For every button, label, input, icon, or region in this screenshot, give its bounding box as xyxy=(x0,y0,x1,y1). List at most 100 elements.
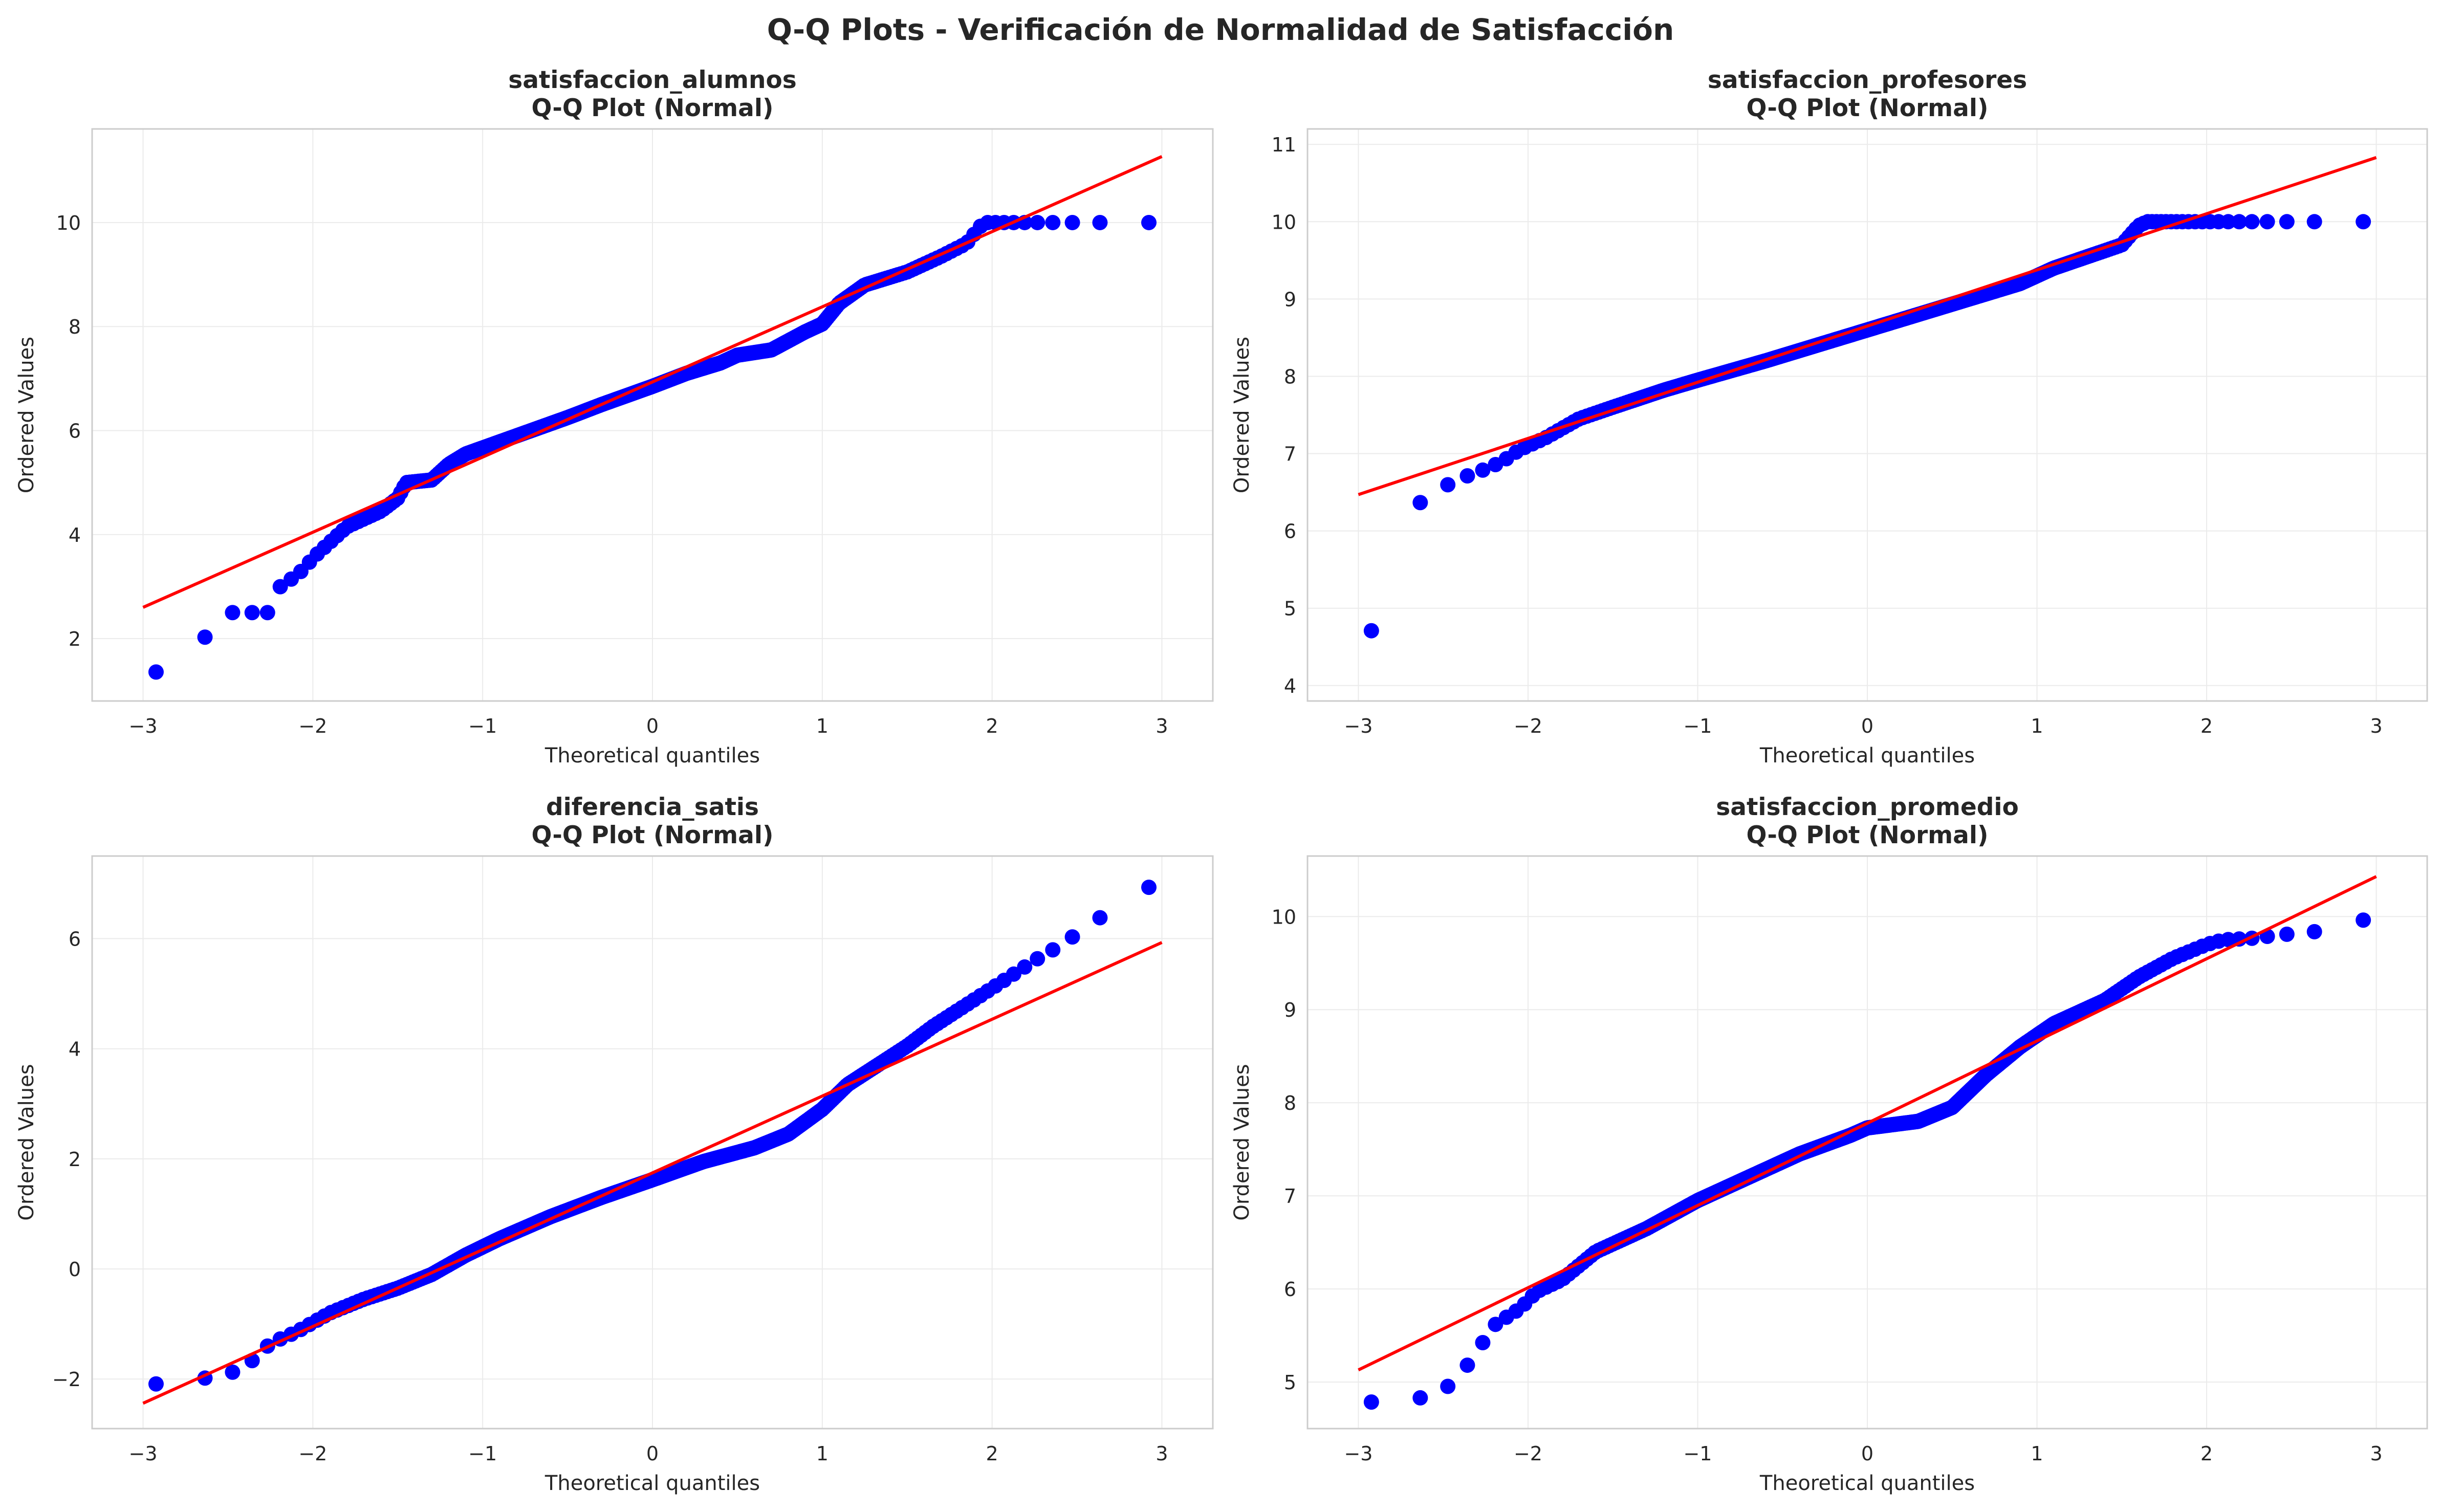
data-point xyxy=(1475,462,1491,478)
x-tick-label: −3 xyxy=(1344,715,1372,737)
data-point xyxy=(1412,495,1428,511)
y-tick-label: 9 xyxy=(1284,999,1296,1021)
data-point xyxy=(1459,468,1475,484)
y-tick-label: 4 xyxy=(69,524,81,546)
x-tick-label: −1 xyxy=(1683,1442,1712,1465)
fit-line xyxy=(1358,156,2377,496)
data-point xyxy=(148,1376,164,1392)
data-point xyxy=(259,605,275,621)
x-tick-label: 0 xyxy=(646,1442,659,1465)
grid-lines xyxy=(92,129,1213,701)
x-tick-label: 3 xyxy=(1156,715,1168,737)
panel-subtitle: Q-Q Plot (Normal) xyxy=(532,94,774,122)
panel-title: satisfaccion_profesores xyxy=(1708,66,2027,94)
y-axis-label: Ordered Values xyxy=(1230,1064,1254,1220)
data-points xyxy=(1363,912,2371,1410)
x-tick-label: −3 xyxy=(129,715,158,737)
panel-subtitle: Q-Q Plot (Normal) xyxy=(1747,94,1989,122)
fit-line xyxy=(142,941,1163,1405)
data-point xyxy=(2279,214,2295,230)
x-tick-label: 2 xyxy=(986,715,998,737)
y-tick-label: 10 xyxy=(1272,211,1296,233)
grid-lines xyxy=(92,856,1213,1429)
data-point xyxy=(1045,214,1061,230)
data-points xyxy=(148,880,1157,1392)
x-tick-label: 1 xyxy=(2031,1442,2043,1465)
y-tick-label: 8 xyxy=(1284,365,1296,388)
y-axis-label: Ordered Values xyxy=(15,1064,38,1220)
qq-panel-4: −3 −2 −1 0 1 2 3 5 6 7 8 9 10 satisfaccion_promedioQ-… xyxy=(1230,793,2428,1495)
data-point xyxy=(1412,1390,1428,1406)
x-tick-label: 1 xyxy=(816,1442,829,1465)
qq-panel-1: −3 −2 −1 0 1 2 3 2 4 6 8 10 satisfaccion_alumnosQ-Q … xyxy=(15,66,1214,768)
x-axis-label: Theoretical quantiles xyxy=(544,744,760,768)
y-tick-label: 6 xyxy=(69,420,81,442)
y-tick-label: 8 xyxy=(69,316,81,338)
x-tick-label: 0 xyxy=(646,715,659,737)
axes-frame xyxy=(1306,855,2428,1430)
data-point xyxy=(225,605,241,621)
x-tick-label: 3 xyxy=(2370,1442,2382,1465)
x-tick-label: 2 xyxy=(2200,715,2213,737)
data-point xyxy=(2231,214,2247,230)
data-point xyxy=(1092,910,1108,926)
x-tick-label: −2 xyxy=(298,715,327,737)
data-point xyxy=(2220,214,2236,230)
data-point xyxy=(2279,926,2295,942)
data-point xyxy=(2356,214,2371,230)
fit-line xyxy=(142,155,1163,609)
data-point xyxy=(2220,932,2236,948)
y-tick-label: 9 xyxy=(1284,288,1296,311)
x-tick-label: −1 xyxy=(468,1442,497,1465)
y-tick-label: 10 xyxy=(1272,906,1296,928)
data-point xyxy=(148,664,164,680)
x-tick-label: −1 xyxy=(468,715,497,737)
data-point xyxy=(1092,214,1108,230)
data-point xyxy=(1440,477,1456,493)
data-point xyxy=(1459,1357,1475,1373)
y-tick-label: 4 xyxy=(1284,675,1296,697)
y-tick-label: 7 xyxy=(1284,443,1296,466)
x-tick-label: 2 xyxy=(2200,1442,2213,1465)
axes-frame xyxy=(91,855,1214,1430)
x-tick-label: −2 xyxy=(1514,1442,1542,1465)
x-tick-label: −3 xyxy=(129,1442,158,1465)
grid-lines xyxy=(1307,856,2427,1429)
y-tick-label: 10 xyxy=(56,212,81,234)
data-point xyxy=(1017,959,1033,975)
panel-subtitle: Q-Q Plot (Normal) xyxy=(1747,821,1989,849)
y-tick-label: 5 xyxy=(1284,598,1296,620)
data-point xyxy=(1440,1378,1456,1394)
x-tick-label: −1 xyxy=(1683,715,1712,737)
data-point xyxy=(1141,880,1157,895)
data-point xyxy=(1064,214,1080,230)
data-point xyxy=(1363,1394,1379,1410)
figure-title: Q-Q Plots - Verificación de Normalidad d… xyxy=(767,12,1674,47)
x-axis-label: Theoretical quantiles xyxy=(1759,744,1975,768)
y-tick-label: 6 xyxy=(69,928,81,950)
panel-title: satisfaccion_alumnos xyxy=(508,66,796,94)
data-point xyxy=(1030,214,1045,230)
x-tick-label: 0 xyxy=(1861,715,1873,737)
x-tick-label: 1 xyxy=(2031,715,2043,737)
x-axis-label: Theoretical quantiles xyxy=(544,1472,760,1495)
x-tick-label: −3 xyxy=(1344,1442,1372,1465)
y-tick-label: 6 xyxy=(1284,520,1296,543)
y-tick-label: 2 xyxy=(69,1148,81,1171)
data-point xyxy=(1475,1335,1491,1351)
data-point xyxy=(2244,214,2260,230)
data-point xyxy=(2306,214,2322,230)
x-axis-label: Theoretical quantiles xyxy=(1759,1472,1975,1495)
axes-frame xyxy=(1306,128,2428,702)
x-tick-label: 0 xyxy=(1861,1442,1873,1465)
data-point xyxy=(1488,1317,1503,1332)
x-tick-label: 3 xyxy=(2370,715,2382,737)
fit-line xyxy=(1358,875,2377,1372)
data-point xyxy=(2259,214,2275,230)
panel-title: satisfaccion_promedio xyxy=(1716,793,2019,821)
y-tick-label: 8 xyxy=(1284,1092,1296,1114)
y-tick-label: 6 xyxy=(1284,1278,1296,1301)
y-tick-label: 2 xyxy=(69,628,81,650)
data-point xyxy=(225,1364,241,1380)
